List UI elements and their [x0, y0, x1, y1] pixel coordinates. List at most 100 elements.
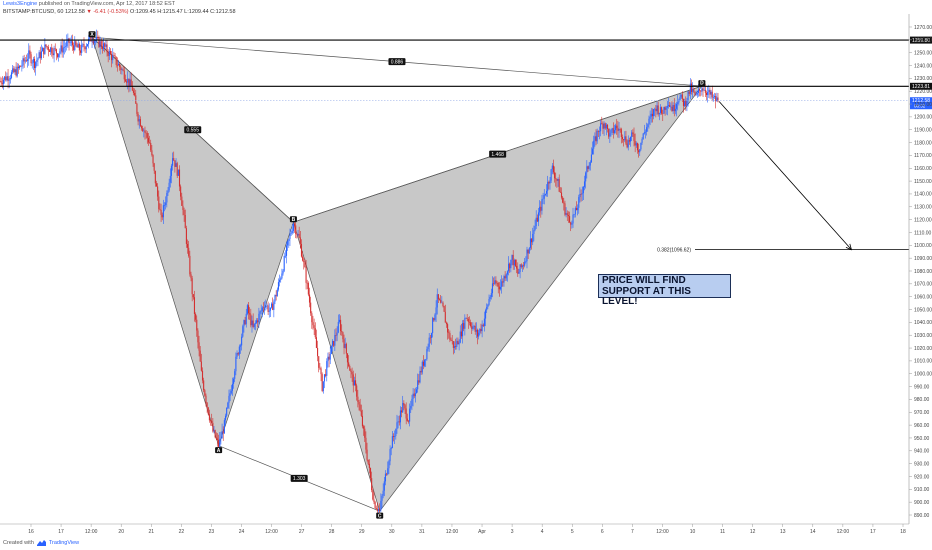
candle-body: [104, 43, 106, 47]
candle-body: [139, 119, 141, 127]
candle-body: [212, 422, 214, 432]
candle-body: [280, 278, 282, 280]
price-tick-label: 1170.00: [914, 153, 932, 159]
candle-body: [579, 194, 581, 198]
candle-body: [711, 91, 713, 98]
candle-body: [277, 282, 280, 290]
candle-body: [45, 44, 47, 47]
candle-body: [534, 225, 536, 230]
candle-body: [242, 326, 244, 337]
candle-body: [479, 328, 481, 333]
candle-body: [399, 410, 401, 423]
author-link[interactable]: Lewis3Engine: [3, 1, 38, 7]
candle-body: [204, 390, 206, 396]
candle-body: [79, 50, 82, 53]
candle-body: [93, 40, 95, 44]
candle-body: [170, 165, 172, 176]
candle-body: [589, 162, 591, 166]
candle-body: [592, 148, 594, 155]
candle-body: [646, 127, 648, 132]
current-price-tag: [910, 97, 932, 110]
candle-body: [294, 223, 296, 226]
candle-body: [693, 89, 695, 92]
candle-body: [569, 216, 571, 223]
candle-body: [44, 44, 46, 54]
candle-body: [216, 438, 219, 440]
candle-body: [210, 420, 212, 422]
candle-body: [560, 192, 563, 198]
candle-body: [343, 339, 345, 348]
candle-body: [182, 205, 184, 210]
candle-body: [605, 124, 607, 129]
pattern-point-label-c: C: [378, 513, 382, 519]
candle-body: [410, 405, 412, 409]
candle-body: [371, 478, 373, 491]
candle-body: [677, 102, 679, 104]
candle-body: [43, 47, 45, 54]
candle-body: [163, 205, 166, 206]
candle-body: [175, 163, 177, 167]
price-tick-label: 1250.00: [914, 50, 932, 56]
candle-body: [319, 367, 321, 369]
candle-body: [53, 48, 55, 56]
candle-body: [694, 91, 696, 95]
candle-body: [180, 186, 182, 197]
candle-body: [184, 215, 186, 229]
tradingview-brand[interactable]: TradingView: [48, 540, 80, 546]
time-tick-label: 5: [571, 529, 574, 535]
time-tick-label: 7: [631, 529, 634, 535]
candle-body: [550, 169, 552, 181]
candle-body: [296, 233, 298, 235]
projection-arrow-line: [718, 101, 852, 250]
candle-body: [229, 393, 231, 396]
price-tick-label: 1120.00: [914, 217, 932, 223]
candle-body: [326, 361, 328, 376]
candle-body: [402, 403, 404, 413]
candle-body: [142, 128, 144, 132]
candle-body: [162, 205, 164, 218]
candle-body: [282, 270, 284, 274]
candle-body: [23, 58, 25, 62]
time-tick-label: 17: [58, 529, 64, 535]
candle-body: [178, 169, 181, 187]
candle-body: [445, 322, 447, 325]
candle-body: [318, 356, 320, 368]
ratio-marker: [184, 126, 202, 134]
candle-body: [290, 232, 292, 235]
candle-body: [593, 140, 595, 149]
candle-body: [705, 92, 708, 95]
candle-body: [47, 47, 49, 51]
price-tick-label: 1090.00: [914, 256, 932, 262]
candle-body: [616, 125, 618, 129]
candle-body: [629, 136, 632, 142]
candle-body: [340, 319, 342, 332]
candle-body: [55, 49, 57, 54]
candle-body: [97, 36, 99, 38]
candle-body: [676, 103, 678, 109]
candle-body: [506, 271, 508, 275]
candle-body: [647, 124, 649, 128]
candle-body: [70, 41, 72, 43]
candle-body: [415, 389, 418, 394]
candle-body: [543, 194, 545, 199]
candle-body: [266, 305, 268, 307]
candle-body: [68, 38, 70, 44]
time-tick-label: 12:00: [837, 529, 850, 535]
candle-body: [582, 186, 584, 194]
candle-body: [585, 172, 587, 182]
candle-body: [357, 396, 359, 402]
time-tick-label: 17: [870, 529, 876, 535]
candle-body: [681, 94, 683, 99]
candle-body: [304, 262, 306, 268]
candle-body: [14, 69, 16, 73]
candle-body: [203, 380, 205, 391]
candle-body: [686, 100, 688, 107]
candle-body: [549, 180, 551, 184]
candle-body: [697, 89, 699, 93]
candle-body: [498, 286, 500, 290]
candle-body: [246, 305, 248, 314]
candle-body: [392, 436, 395, 437]
candle-body: [494, 280, 496, 284]
candle-body: [496, 282, 498, 284]
